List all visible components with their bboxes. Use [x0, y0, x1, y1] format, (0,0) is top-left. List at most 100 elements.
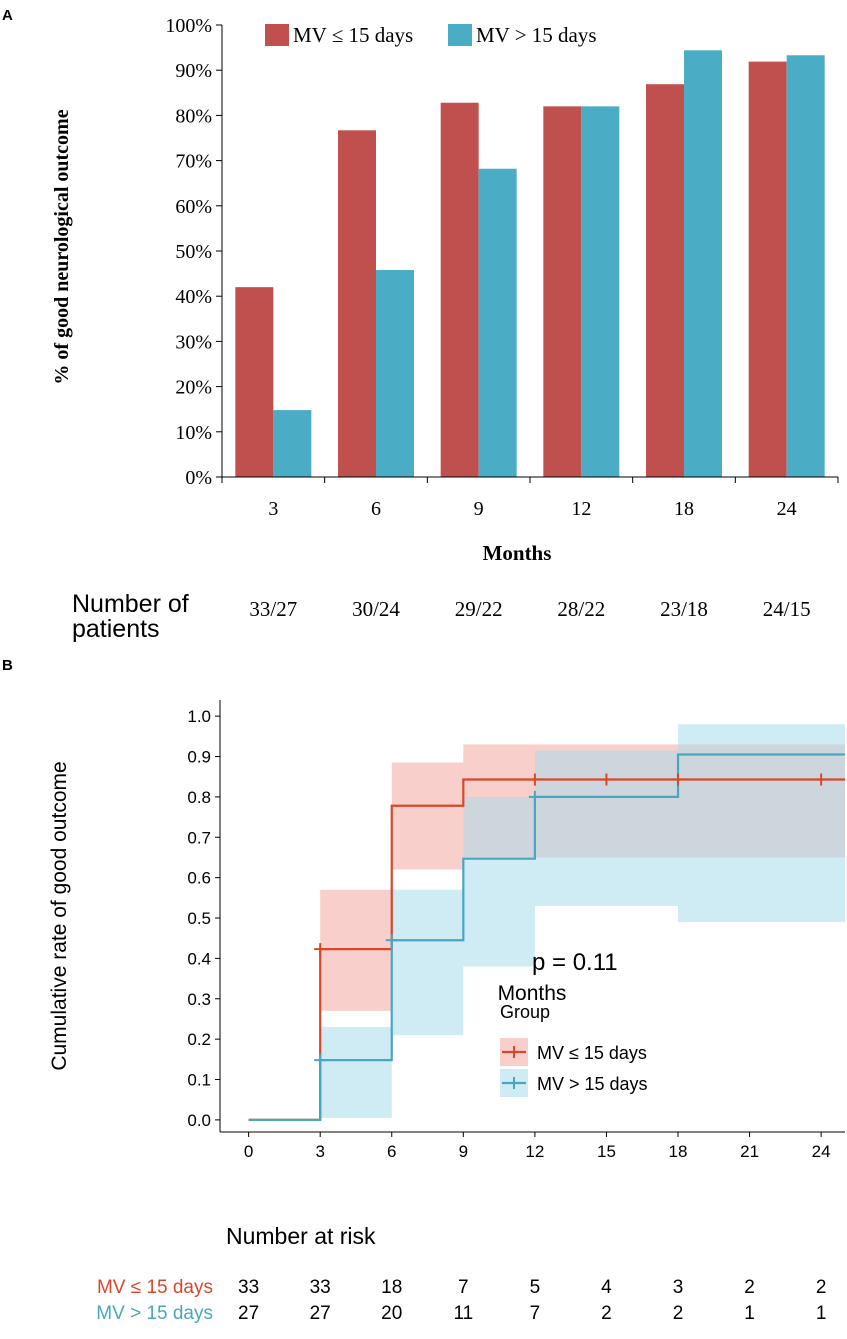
- legend-label: MV ≤ 15 days: [537, 1043, 647, 1063]
- y-tick-label: 90%: [175, 60, 212, 82]
- y-tick-label: 0.5: [187, 909, 211, 928]
- bar: [786, 55, 825, 478]
- x-tick-label: 9: [474, 498, 484, 520]
- x-tick-label: 18: [674, 498, 694, 520]
- x-tick-label: 24: [812, 1142, 831, 1161]
- bar-chart-bars: [235, 50, 825, 478]
- risk-count: 27: [310, 1303, 331, 1324]
- legend-swatch: [265, 24, 289, 46]
- x-tick-label: 15: [597, 1142, 616, 1161]
- y-tick-label: 0.6: [187, 869, 211, 888]
- bar-chart-legend: MV ≤ 15 days MV > 15 days: [265, 23, 597, 47]
- bar: [478, 168, 517, 477]
- ci-band: [463, 796, 535, 967]
- ci-band: [320, 889, 392, 1011]
- bar: [646, 84, 684, 477]
- risk-count: 5: [530, 1277, 541, 1298]
- ci-band: [391, 889, 464, 1036]
- bar-chart-y-axis-label: % of good neurological outcome: [51, 109, 73, 384]
- y-tick-label: 0.1: [187, 1071, 211, 1090]
- x-tick-label: 3: [315, 1142, 324, 1161]
- risk-count: 4: [601, 1277, 612, 1298]
- risk-count: 33: [310, 1277, 331, 1298]
- y-tick-label: 50%: [175, 241, 212, 263]
- km-axes: 0.0 0.1 0.2 0.3 0.4 0.5 0.6 0.7 0.8 0.9 1.0 0 3 6 9 12 1…: [187, 700, 845, 1161]
- y-tick-label: 10%: [175, 422, 212, 444]
- y-tick-label: 80%: [175, 105, 212, 127]
- p-value: p = 0.11: [532, 949, 618, 976]
- x-tick-label: 12: [525, 1142, 544, 1161]
- bar: [440, 102, 479, 477]
- km-curve: [248, 753, 845, 1121]
- bar: [338, 130, 376, 478]
- legend-label: MV > 15 days: [476, 23, 597, 47]
- y-tick-label: 0.9: [187, 748, 211, 767]
- patients-count: 33/27: [249, 597, 297, 621]
- y-tick-label: 70%: [175, 151, 212, 173]
- risk-count: 20: [381, 1303, 402, 1324]
- km-confidence-bands: [320, 724, 845, 1118]
- bar: [748, 61, 787, 477]
- patients-count-row: 33/27 30/24 29/22 28/22 23/18 24/15: [249, 597, 810, 621]
- y-tick-label: 0.7: [187, 828, 211, 847]
- km-legend-title: Group: [500, 1002, 550, 1022]
- km-step-lines: [248, 753, 845, 1121]
- bar: [235, 287, 274, 477]
- y-tick-label: 30%: [175, 331, 212, 353]
- x-tick-label: 6: [387, 1142, 396, 1161]
- bar: [273, 410, 312, 477]
- km-legend: MV ≤ 15 days MV > 15 days: [500, 1038, 648, 1097]
- y-tick-label: 0.0: [187, 1111, 211, 1130]
- km-y-axis-label: Cumulative rate of good outcome: [48, 761, 71, 1070]
- patients-count: 29/22: [455, 597, 503, 621]
- panel-b-label: B: [2, 657, 13, 674]
- risk-count: 7: [530, 1303, 541, 1324]
- y-tick-label: 1.0: [187, 707, 211, 726]
- x-tick-label: 0: [244, 1142, 253, 1161]
- legend-label: MV > 15 days: [537, 1074, 648, 1094]
- x-tick-label: 3: [268, 498, 278, 520]
- y-tick-label: 0.3: [187, 990, 211, 1009]
- km-censor-marks: [314, 773, 828, 1067]
- x-tick-label: 21: [740, 1142, 759, 1161]
- risk-count: 2: [744, 1277, 755, 1298]
- risk-row-label: MV > 15 days: [96, 1303, 213, 1324]
- bar: [684, 50, 722, 477]
- patients-label-line2: patients: [72, 615, 160, 643]
- risk-count: 18: [381, 1277, 402, 1298]
- panel-a-label: A: [2, 7, 13, 24]
- patients-count: 30/24: [352, 597, 400, 621]
- ci-band: [391, 762, 464, 870]
- y-tick-label: 0%: [185, 467, 212, 489]
- y-tick-label: 0.2: [187, 1030, 211, 1049]
- y-tick-label: 20%: [175, 377, 212, 399]
- risk-count: 2: [816, 1277, 827, 1298]
- patients-count: 28/22: [557, 597, 605, 621]
- y-tick-label: 0.4: [187, 949, 211, 968]
- y-tick-label: 0.8: [187, 788, 211, 807]
- bar: [543, 106, 582, 478]
- x-tick-label: 6: [371, 498, 381, 520]
- risk-count: 3: [673, 1277, 684, 1298]
- patients-count: 23/18: [660, 597, 708, 621]
- y-tick-label: 40%: [175, 286, 212, 308]
- risk-count: 7: [458, 1277, 469, 1298]
- x-tick-label: 18: [669, 1142, 688, 1161]
- risk-count: 2: [673, 1303, 684, 1324]
- bar: [581, 106, 620, 478]
- x-tick-label: 9: [459, 1142, 468, 1161]
- bar: [376, 269, 414, 477]
- patients-count: 24/15: [763, 597, 811, 621]
- risk-table: MV ≤ 15 days 33 33 18 7 5 4 3 2 2MV > 15 days 27 27…: [96, 1277, 826, 1324]
- patients-label-line1: Number of: [72, 590, 189, 618]
- risk-row-label: MV ≤ 15 days: [97, 1277, 213, 1298]
- risk-count: 1: [816, 1303, 827, 1324]
- risk-table-title: Number at risk: [226, 1223, 376, 1249]
- risk-count: 33: [238, 1277, 259, 1298]
- risk-count: 1: [744, 1303, 755, 1324]
- risk-count: 27: [238, 1303, 259, 1324]
- risk-count: 2: [601, 1303, 612, 1324]
- bar-chart-axes: 0% 10% 20% 30% 40% 50% 60% 70% 80% 90% 100% 3 6 9 12 18…: [165, 15, 839, 520]
- risk-count: 11: [453, 1303, 473, 1324]
